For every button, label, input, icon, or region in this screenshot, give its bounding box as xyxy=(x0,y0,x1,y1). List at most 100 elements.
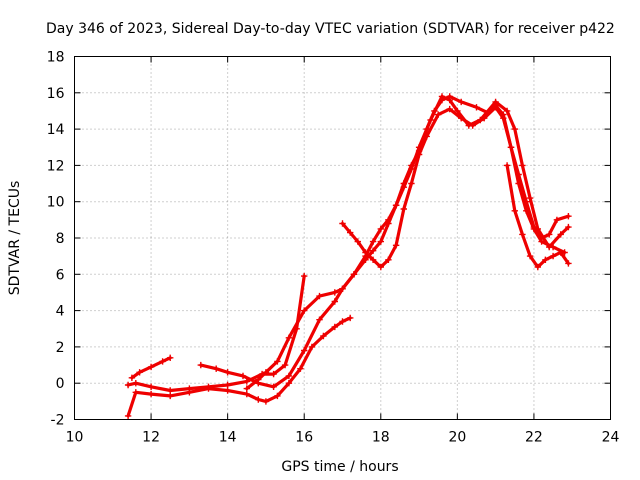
data-point xyxy=(331,298,338,305)
data-point xyxy=(415,151,423,158)
data-point xyxy=(270,383,277,390)
data-point xyxy=(224,369,231,376)
data-point xyxy=(526,194,534,202)
series-layer xyxy=(124,93,572,420)
y-tick-label: 14 xyxy=(47,122,65,138)
data-point xyxy=(213,365,220,372)
data-point xyxy=(362,249,369,256)
data-point xyxy=(132,389,139,396)
y-tick-label: 16 xyxy=(47,86,65,102)
data-point xyxy=(423,133,430,140)
series-track-g xyxy=(503,162,572,271)
y-tick-label: 10 xyxy=(47,195,65,211)
data-point xyxy=(503,107,511,115)
data-point xyxy=(167,387,174,394)
x-tick-label: 12 xyxy=(142,430,160,446)
data-point xyxy=(128,374,136,381)
data-point xyxy=(147,390,155,398)
data-point xyxy=(377,225,384,233)
data-point xyxy=(369,256,377,263)
data-point xyxy=(285,380,293,387)
data-point xyxy=(492,104,499,111)
y-tick-label: 8 xyxy=(56,231,65,247)
data-point xyxy=(186,389,193,396)
data-point xyxy=(454,107,461,115)
data-point xyxy=(549,252,557,260)
data-point xyxy=(481,115,488,122)
data-point xyxy=(255,396,262,403)
data-point xyxy=(473,104,480,111)
grid xyxy=(74,56,611,420)
y-tick-label: 6 xyxy=(56,267,65,283)
data-point xyxy=(297,365,304,372)
data-point xyxy=(392,202,400,209)
y-tick-label: -2 xyxy=(51,413,65,429)
data-point xyxy=(519,162,526,169)
x-tick-label: 22 xyxy=(525,430,543,446)
y-axis-label: SDTVAR / TECUs xyxy=(7,181,23,296)
data-point xyxy=(159,358,166,365)
y-tick-label: 12 xyxy=(47,158,65,174)
data-point xyxy=(446,105,453,113)
data-point xyxy=(124,412,132,420)
data-point xyxy=(167,392,174,400)
data-point xyxy=(147,363,155,371)
data-point xyxy=(339,285,346,292)
series-line xyxy=(340,105,571,269)
data-point xyxy=(339,318,346,325)
data-point xyxy=(542,256,549,263)
data-point xyxy=(557,249,564,256)
data-point xyxy=(339,220,346,227)
series-line xyxy=(126,274,306,393)
data-point xyxy=(534,263,541,271)
data-point xyxy=(167,354,174,361)
data-point xyxy=(124,381,132,389)
data-point xyxy=(515,171,522,178)
data-point xyxy=(239,372,247,380)
data-point xyxy=(500,115,507,122)
data-point xyxy=(530,223,538,231)
series-track-e xyxy=(243,93,572,392)
data-point xyxy=(132,380,139,387)
data-point xyxy=(458,115,465,122)
data-point xyxy=(347,314,354,322)
data-point xyxy=(243,390,250,398)
x-tick-label: 24 xyxy=(602,430,620,446)
data-point xyxy=(308,343,316,351)
data-point xyxy=(511,207,518,214)
data-point xyxy=(469,122,476,129)
data-point xyxy=(565,223,572,231)
data-point xyxy=(270,370,277,378)
x-tick-label: 10 xyxy=(66,430,84,446)
data-point xyxy=(400,205,407,213)
data-point xyxy=(526,252,534,260)
data-point xyxy=(503,162,511,169)
data-point xyxy=(262,398,270,405)
data-point xyxy=(511,125,518,133)
data-point xyxy=(347,229,354,236)
data-point xyxy=(274,392,281,400)
x-tick-label: 14 xyxy=(219,430,237,446)
series-track-a xyxy=(128,354,174,381)
data-point xyxy=(350,271,358,278)
data-point xyxy=(492,98,499,106)
x-axis-label: GPS time / hours xyxy=(281,459,398,475)
data-point xyxy=(331,289,338,296)
data-point xyxy=(301,347,308,354)
data-point xyxy=(377,238,384,245)
data-point xyxy=(224,387,231,394)
data-point xyxy=(565,213,572,220)
y-tick-label: 4 xyxy=(56,304,65,320)
series-track-c xyxy=(124,314,354,420)
data-point xyxy=(435,111,442,118)
data-point xyxy=(408,180,415,187)
data-point xyxy=(243,385,250,392)
data-point xyxy=(301,307,308,314)
data-point xyxy=(262,369,270,376)
data-point xyxy=(224,381,231,389)
data-point xyxy=(392,242,400,249)
data-point xyxy=(385,216,392,223)
data-point xyxy=(408,165,415,173)
